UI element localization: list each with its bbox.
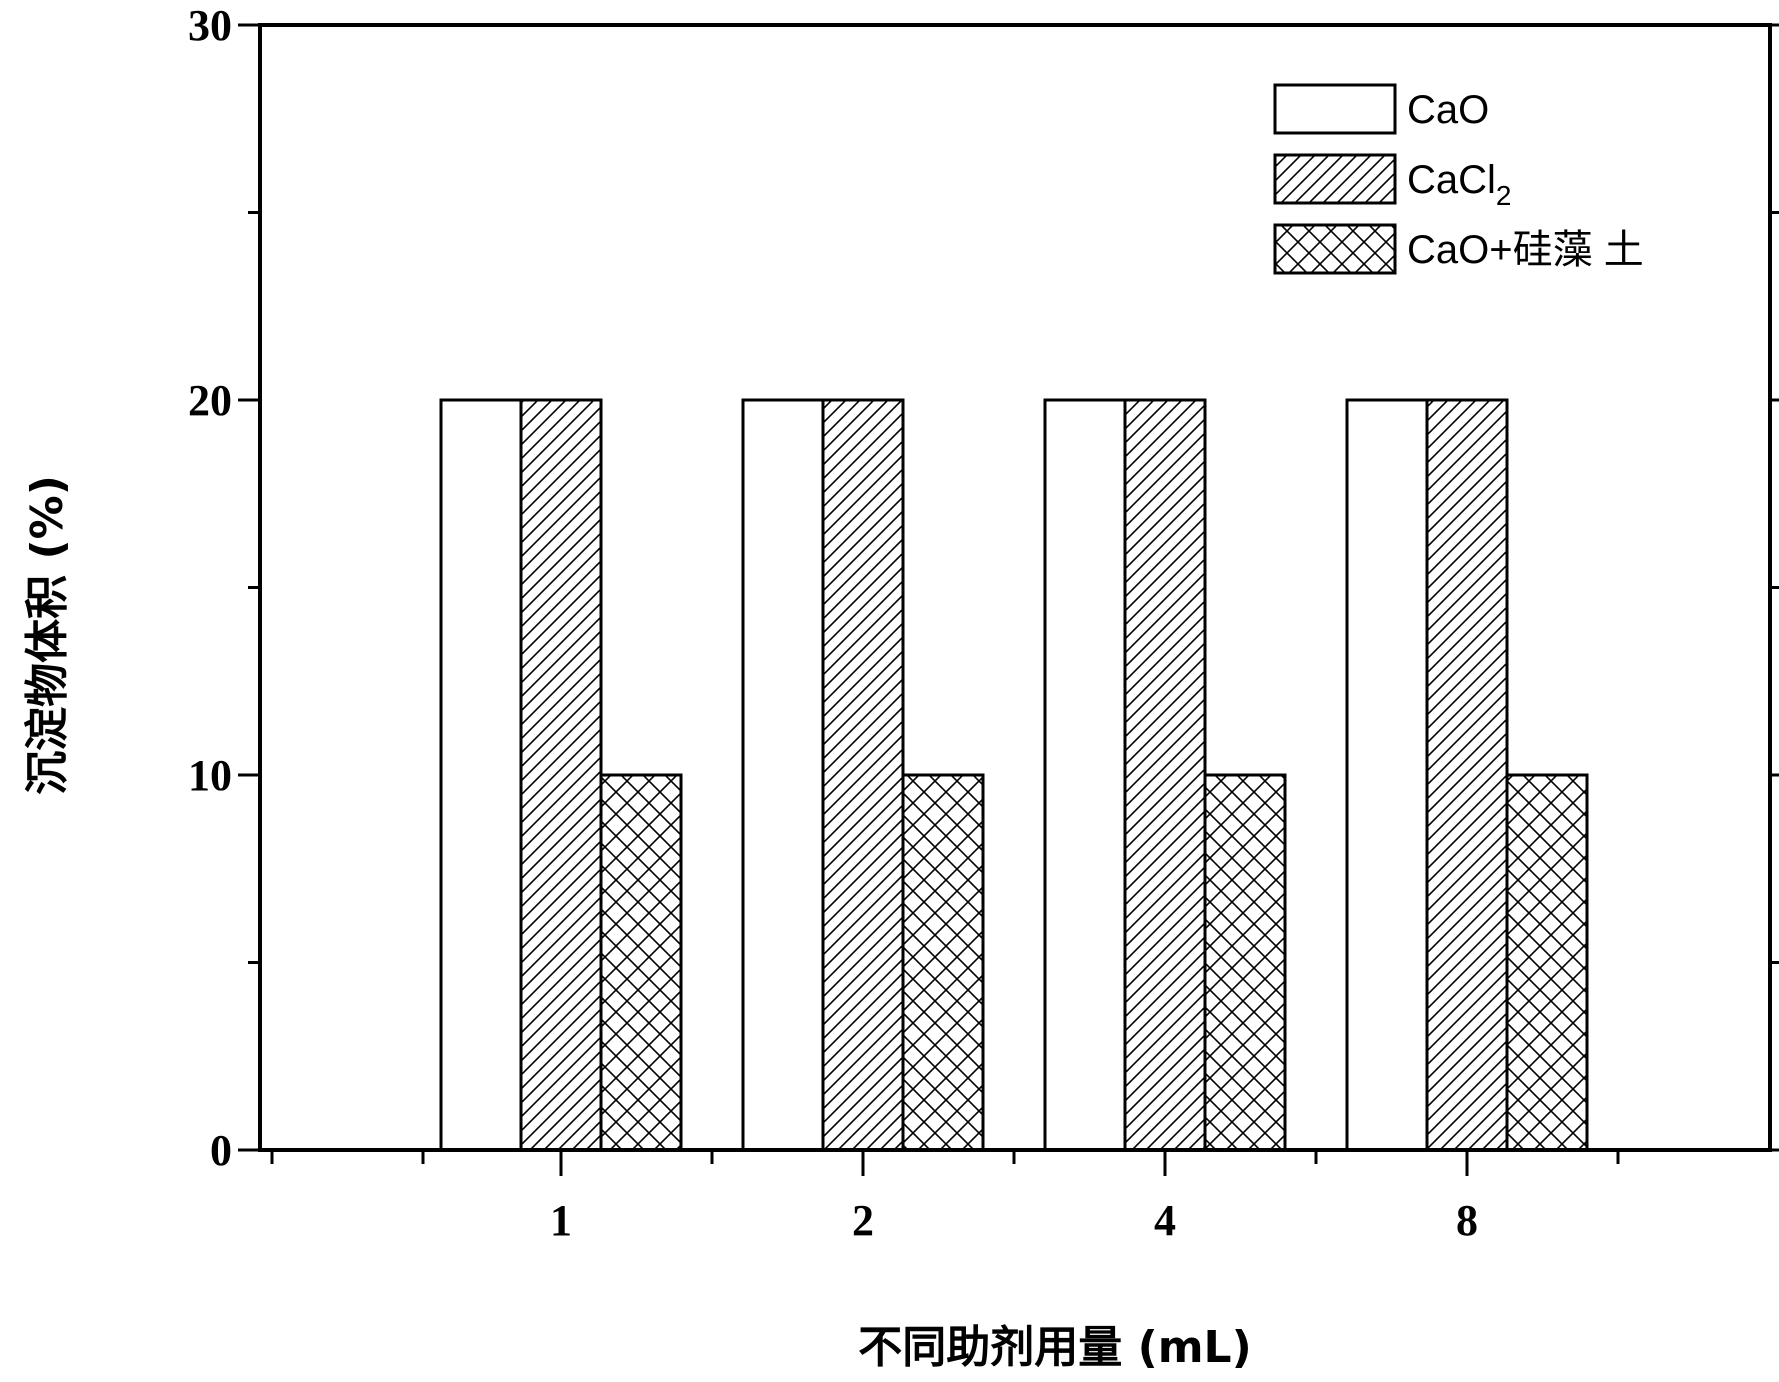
y-tick-label: 30 [188, 1, 232, 50]
bar-8-series-2 [1425, 398, 1509, 1152]
bar-1-series-3 [599, 773, 683, 1152]
bar-2-series-3 [901, 773, 985, 1152]
bar-4-series-2 [1123, 398, 1207, 1152]
x-tick-label: 8 [1456, 1196, 1478, 1245]
bar-4-series-3 [1203, 773, 1287, 1152]
y-axis-ticks: 0 10 20 30 [188, 1, 1779, 1175]
legend-swatch-2 [1273, 153, 1397, 205]
bar-2-series-1 [741, 398, 825, 1152]
legend-label-2: CaCl2 [1407, 158, 1511, 211]
bar-2-series-2 [821, 398, 905, 1152]
legend-label-1: CaO [1407, 88, 1489, 132]
x-tick-label: 1 [550, 1196, 572, 1245]
legend-swatch-1 [1273, 83, 1397, 135]
legend-label-3: CaO+硅藻 土 [1407, 228, 1644, 272]
legend: CaO CaCl2 CaO+硅藻 土 [1273, 83, 1644, 275]
y-tick-label: 20 [188, 376, 232, 425]
x-tick-label: 2 [852, 1196, 874, 1245]
y-tick-label: 10 [188, 751, 232, 800]
x-axis-ticks: 1 2 4 8 [270, 1150, 1620, 1245]
y-tick-label: 0 [210, 1126, 232, 1175]
x-axis-title: 不同助剂用量 (mL) [858, 1322, 1251, 1373]
x-tick-label: 4 [1154, 1196, 1176, 1245]
bar-1-series-1 [439, 398, 523, 1152]
bar-8-series-1 [1345, 398, 1429, 1152]
legend-swatch-3 [1273, 223, 1397, 275]
y-axis-title: 沉淀物体积 (%) [22, 475, 73, 795]
bar-1-series-2 [519, 398, 603, 1152]
bars-group [439, 398, 1589, 1152]
bar-4-series-1 [1043, 398, 1127, 1152]
bar-8-series-3 [1505, 773, 1589, 1152]
